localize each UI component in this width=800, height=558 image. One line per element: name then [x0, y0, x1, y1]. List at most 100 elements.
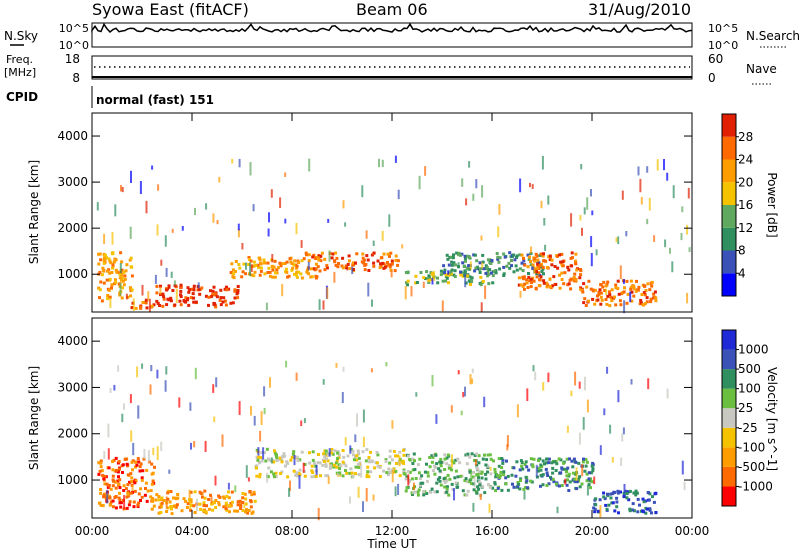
power-cell: [162, 297, 166, 301]
velocity-cell: [516, 481, 520, 484]
power-cell: [367, 269, 371, 272]
velocity-cell: [631, 508, 635, 512]
velocity-cell: [476, 485, 480, 489]
velocity-cell: [303, 463, 307, 466]
velocity-cell: [151, 479, 155, 483]
velocity-cell: [266, 472, 269, 483]
power-cell: [629, 285, 633, 289]
velocity-cell: [588, 479, 592, 483]
power-cell: [427, 278, 431, 282]
power-cell: [619, 303, 623, 307]
power-cell: [98, 270, 102, 274]
velocity-cell: [318, 461, 322, 465]
velocity-cell: [300, 420, 303, 427]
velocity-cell: [298, 475, 301, 489]
velocity-cell: [141, 469, 145, 473]
velocity-cell: [488, 503, 491, 513]
power-cell: [209, 295, 213, 299]
power-cell: [218, 298, 222, 302]
velocity-cell: [303, 474, 307, 478]
power-cell: [236, 296, 240, 300]
velocity-cell: [111, 474, 115, 478]
time-tick-label: 04:00: [175, 524, 210, 538]
power-cell: [262, 258, 266, 262]
velocity-cell: [456, 457, 460, 461]
velocity-cell: [207, 507, 211, 511]
velocity-cell: [459, 474, 463, 478]
power-cell: [171, 228, 174, 233]
power-cell: [325, 266, 329, 270]
velocity-cell: [545, 457, 549, 461]
power-cell: [433, 270, 436, 281]
power-cell: [485, 266, 489, 269]
velocity-cell: [545, 471, 549, 475]
velocity-cell: [520, 464, 524, 468]
power-cell: [645, 300, 649, 304]
velocity-cell: [582, 417, 585, 430]
velocity-cell: [258, 472, 262, 476]
velocity-cell: [402, 470, 406, 474]
velocity-cell: [99, 503, 103, 507]
power-cell: [419, 271, 423, 274]
velocity-cell: [532, 365, 535, 372]
velocity-cell: [435, 481, 439, 485]
velocity-cell: [511, 482, 514, 486]
velocity-cell: [233, 509, 237, 513]
velocity-cell: [647, 378, 650, 390]
velocity-cell: [196, 498, 198, 512]
power-cell: [112, 260, 116, 264]
power-cell: [601, 285, 605, 289]
power-cell: [96, 202, 99, 211]
velocity-cell: [247, 509, 251, 512]
power-cell: [265, 302, 268, 311]
power-cell: [519, 178, 522, 193]
power-cell: [513, 258, 517, 262]
power-cell: [469, 261, 472, 270]
velocity-cell: [506, 488, 510, 492]
power-cell: [212, 213, 215, 223]
power-cell: [144, 298, 148, 302]
velocity-cell: [551, 477, 555, 481]
velocity-cell: [547, 461, 551, 465]
power-cell: [314, 274, 318, 278]
velocity-cell: [407, 474, 410, 486]
velocity-cell: [165, 510, 169, 513]
nave-label: Nave: [746, 62, 777, 76]
velocity-cell: [98, 501, 101, 505]
power-cell: [558, 253, 562, 257]
power-cell: [109, 261, 113, 265]
power-cell: [156, 301, 160, 305]
power-cell: [543, 218, 546, 226]
velocity-cell: [203, 489, 207, 493]
velocity-cell: [382, 469, 386, 473]
power-cell: [567, 268, 571, 272]
power-cell: [331, 252, 335, 256]
velocity-cell: [365, 448, 369, 452]
velocity-cell: [298, 458, 302, 462]
velocity-cell: [391, 420, 394, 429]
power-cell: [299, 272, 303, 276]
power-cell: [439, 269, 443, 273]
velocity-cell: [136, 503, 140, 507]
velocity-cell: [185, 506, 189, 509]
power-cell: [267, 266, 271, 270]
velocity-cell: [275, 455, 279, 459]
velocity-cell: [324, 457, 328, 461]
velocity-cell: [366, 470, 370, 474]
velocity-cell: [413, 468, 417, 471]
velocity-cell: [253, 415, 256, 426]
velocity-cell: [385, 471, 389, 475]
power-cell: [102, 258, 106, 262]
velocity-cell: [150, 482, 154, 486]
velocity-cell: [430, 460, 434, 464]
power-cell: [295, 275, 299, 279]
power-cell: [587, 279, 591, 283]
velocity-cell: [632, 491, 636, 495]
power-cell: [99, 280, 103, 284]
velocity-cell: [124, 487, 128, 491]
velocity-cell: [303, 418, 306, 424]
power-cell: [663, 159, 665, 171]
velocity-cell: [150, 365, 153, 372]
power-cell: [241, 243, 244, 250]
velocity-cell: [433, 490, 437, 494]
